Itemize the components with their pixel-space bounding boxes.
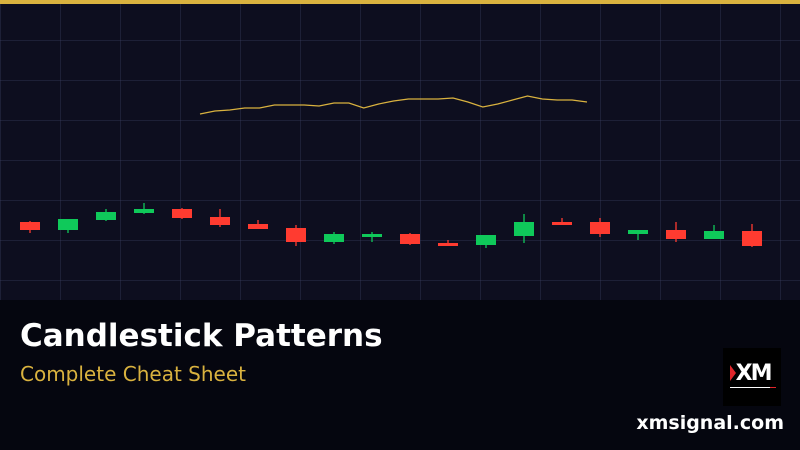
candle-body <box>134 209 154 213</box>
candle-body <box>628 230 648 234</box>
candle-body <box>704 231 724 239</box>
candle-body <box>552 222 572 225</box>
chart-svg <box>20 95 762 248</box>
top-accent-bar <box>0 0 800 4</box>
candle-body <box>58 219 78 230</box>
candle-body <box>172 209 192 218</box>
candle-body <box>666 230 686 239</box>
page-title: Candlestick Patterns <box>20 318 383 354</box>
candle-body <box>476 235 496 245</box>
xm-logo: XM <box>723 348 781 406</box>
logo-underline <box>730 387 770 388</box>
candle-body <box>362 234 382 237</box>
candle-body <box>400 234 420 244</box>
candle-body <box>248 224 268 229</box>
candle-body <box>742 231 762 246</box>
candle-body <box>590 222 610 234</box>
candle-body <box>438 243 458 246</box>
candle-body <box>324 234 344 242</box>
candle-body <box>96 212 116 220</box>
candle-body <box>514 222 534 236</box>
logo-text: XM <box>730 361 773 386</box>
title-panel: Candlestick Patterns Complete Cheat Shee… <box>0 300 800 450</box>
candle-body <box>286 228 306 242</box>
logo-underline-accent <box>770 387 776 388</box>
candle-body <box>20 222 40 230</box>
candle-body <box>210 217 230 225</box>
page-subtitle: Complete Cheat Sheet <box>20 362 246 386</box>
price-line <box>199 95 588 115</box>
candlestick-chart <box>0 4 800 300</box>
website-url[interactable]: xmsignal.com <box>636 412 784 434</box>
logo-triangle-icon <box>730 365 736 381</box>
